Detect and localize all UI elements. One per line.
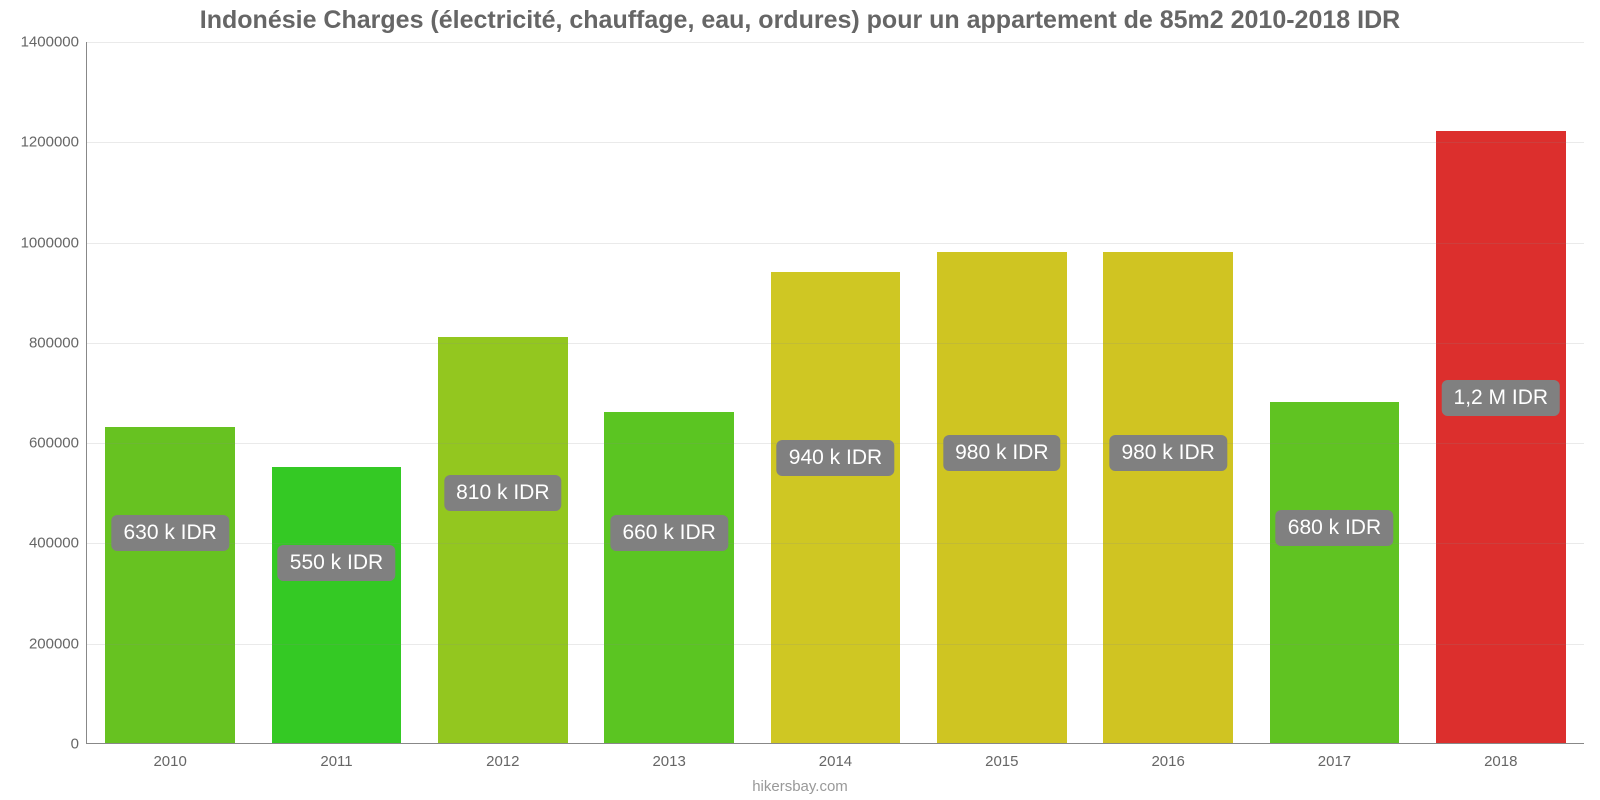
utilities-chart: Indonésie Charges (électricité, chauffag… — [0, 0, 1600, 800]
x-axis-label: 2017 — [1251, 743, 1417, 770]
y-axis-label: 0 — [71, 736, 87, 753]
gridline — [87, 142, 1584, 143]
gridline — [87, 243, 1584, 244]
x-axis-label: 2013 — [586, 743, 752, 770]
gridline — [87, 343, 1584, 344]
gridline — [87, 543, 1584, 544]
bar-slot: 2017680 k IDR — [1251, 42, 1417, 743]
bar — [604, 412, 734, 743]
y-axis-label: 400000 — [29, 535, 87, 552]
x-axis-label: 2018 — [1418, 743, 1584, 770]
bar-slot: 2010630 k IDR — [87, 42, 253, 743]
bar-slot: 20181,2 M IDR — [1418, 42, 1584, 743]
bar-slot: 2013660 k IDR — [586, 42, 752, 743]
bars-container: 2010630 k IDR2011550 k IDR2012810 k IDR2… — [87, 42, 1584, 743]
x-axis-label: 2011 — [253, 743, 419, 770]
x-axis-label: 2016 — [1085, 743, 1251, 770]
bar — [1436, 131, 1566, 743]
bar-slot: 2014940 k IDR — [752, 42, 918, 743]
y-axis-label: 800000 — [29, 334, 87, 351]
bar — [1270, 402, 1400, 743]
bar — [272, 467, 402, 743]
gridline — [87, 644, 1584, 645]
y-axis-label: 200000 — [29, 635, 87, 652]
bar — [105, 427, 235, 743]
y-axis-label: 1400000 — [21, 34, 87, 51]
x-axis-label: 2010 — [87, 743, 253, 770]
x-axis-label: 2015 — [919, 743, 1085, 770]
bar — [937, 252, 1067, 743]
x-axis-label: 2012 — [420, 743, 586, 770]
gridline — [87, 443, 1584, 444]
y-axis-label: 600000 — [29, 435, 87, 452]
y-axis-label: 1200000 — [21, 134, 87, 151]
bar-slot: 2016980 k IDR — [1085, 42, 1251, 743]
bar-slot: 2011550 k IDR — [253, 42, 419, 743]
plot-area: 2010630 k IDR2011550 k IDR2012810 k IDR2… — [86, 42, 1584, 744]
y-axis-label: 1000000 — [21, 234, 87, 251]
x-axis-label: 2014 — [752, 743, 918, 770]
bar-slot: 2015980 k IDR — [919, 42, 1085, 743]
chart-source: hikersbay.com — [0, 778, 1600, 795]
bar — [1103, 252, 1233, 743]
chart-title: Indonésie Charges (électricité, chauffag… — [0, 6, 1600, 35]
gridline — [87, 42, 1584, 43]
bar — [438, 337, 568, 743]
bar-slot: 2012810 k IDR — [420, 42, 586, 743]
